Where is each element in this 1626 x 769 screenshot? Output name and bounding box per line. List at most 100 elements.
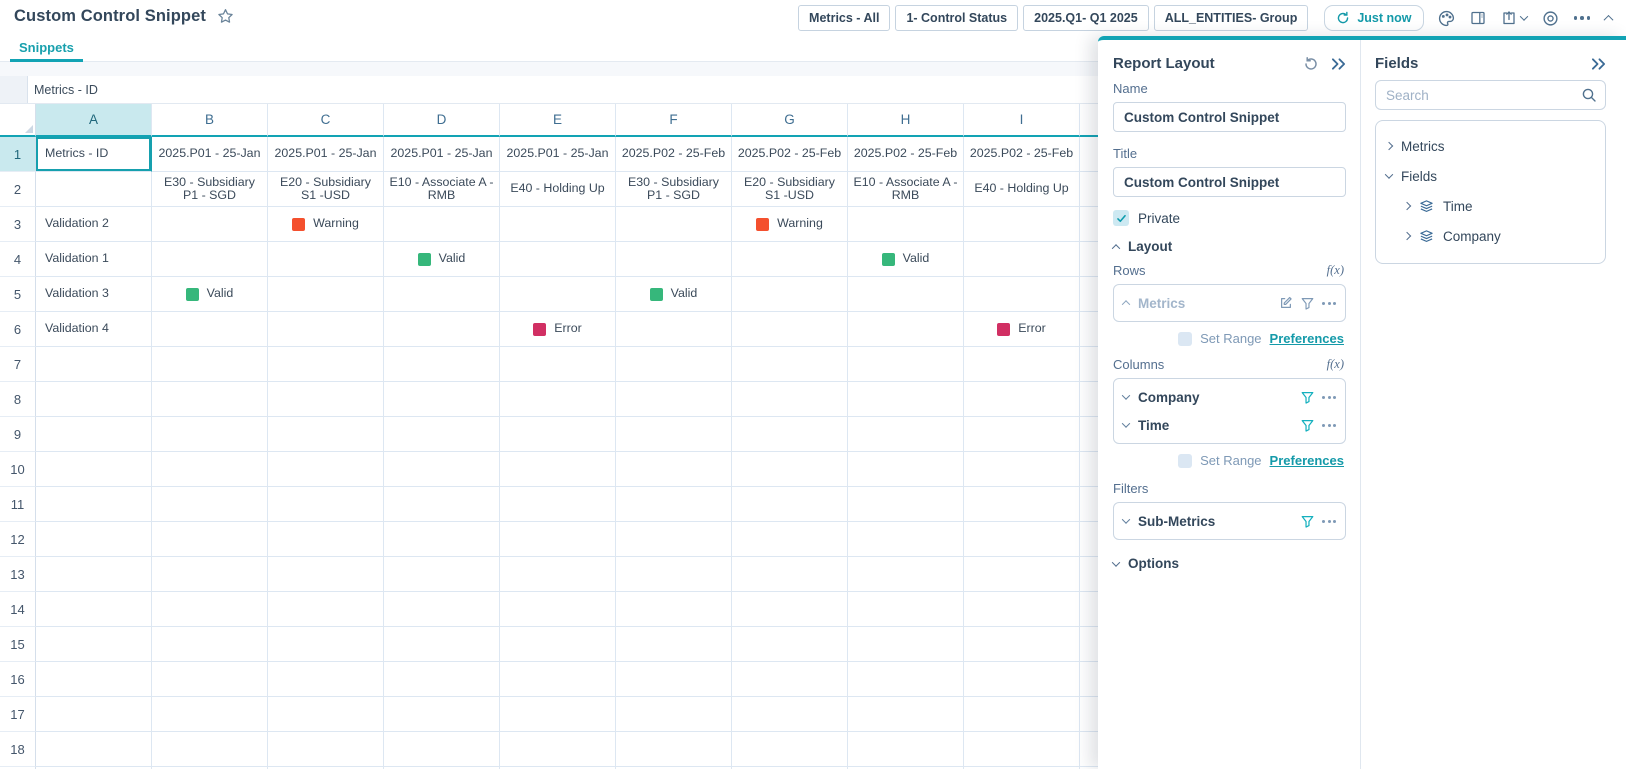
columns-set-range-checkbox[interactable] <box>1178 453 1193 468</box>
cell-E2[interactable]: E40 - Holding Up <box>500 172 616 207</box>
cell-G17[interactable] <box>732 697 848 732</box>
row-header-2[interactable]: 2 <box>0 172 36 207</box>
cell-H5[interactable] <box>848 277 964 312</box>
col-header-I[interactable]: I <box>964 104 1080 137</box>
cell-A1[interactable]: Metrics - ID <box>36 137 152 172</box>
cell-I6[interactable]: Error <box>964 312 1080 347</box>
reset-layout-icon[interactable] <box>1303 56 1319 72</box>
cell-A9[interactable] <box>36 417 152 452</box>
cell-A10[interactable] <box>36 452 152 487</box>
cell-I4[interactable] <box>964 242 1080 277</box>
cell-A14[interactable] <box>36 592 152 627</box>
cell-C4[interactable] <box>268 242 384 277</box>
more-options-icon[interactable] <box>1573 16 1590 20</box>
cell-I9[interactable] <box>964 417 1080 452</box>
cell-G18[interactable] <box>732 732 848 767</box>
cell-I15[interactable] <box>964 627 1080 662</box>
cell-I10[interactable] <box>964 452 1080 487</box>
cell-C2[interactable]: E20 - Subsidiary S1 -USD <box>268 172 384 207</box>
cell-F9[interactable] <box>616 417 732 452</box>
cell-B6[interactable] <box>152 312 268 347</box>
cell-G11[interactable] <box>732 487 848 522</box>
cell-C18[interactable] <box>268 732 384 767</box>
cell-D15[interactable] <box>384 627 500 662</box>
cell-B10[interactable] <box>152 452 268 487</box>
cell-H18[interactable] <box>848 732 964 767</box>
cell-I16[interactable] <box>964 662 1080 697</box>
tree-item-company[interactable]: Company <box>1386 221 1595 251</box>
filter-sub-metrics-icon[interactable] <box>1301 515 1314 528</box>
tree-item-metrics[interactable]: Metrics <box>1384 131 1595 161</box>
cell-I8[interactable] <box>964 382 1080 417</box>
col-header-H[interactable]: H <box>848 104 964 137</box>
cell-D12[interactable] <box>384 522 500 557</box>
cell-G5[interactable] <box>732 277 848 312</box>
collapse-report-panel-icon[interactable] <box>1331 57 1346 70</box>
cell-H3[interactable] <box>848 207 964 242</box>
cell-C5[interactable] <box>268 277 384 312</box>
cell-D3[interactable] <box>384 207 500 242</box>
cell-E14[interactable] <box>500 592 616 627</box>
collapse-fields-panel-icon[interactable] <box>1591 57 1606 70</box>
cell-B17[interactable] <box>152 697 268 732</box>
cell-F10[interactable] <box>616 452 732 487</box>
export-chevron-down-icon[interactable] <box>1519 12 1528 21</box>
report-title-input[interactable] <box>1113 167 1346 197</box>
cell-B14[interactable] <box>152 592 268 627</box>
scope-pill-control-status[interactable]: 1- Control Status <box>895 5 1019 31</box>
cell-H15[interactable] <box>848 627 964 662</box>
cell-G16[interactable] <box>732 662 848 697</box>
search-icon[interactable] <box>1581 87 1597 103</box>
cell-A15[interactable] <box>36 627 152 662</box>
col-header-A[interactable]: A <box>36 104 152 137</box>
cell-G10[interactable] <box>732 452 848 487</box>
collapse-header-chevron-icon[interactable] <box>1603 14 1614 25</box>
cell-C10[interactable] <box>268 452 384 487</box>
report-name-input[interactable] <box>1113 102 1346 132</box>
cell-H11[interactable] <box>848 487 964 522</box>
cell-D2[interactable]: E10 - Associate A - RMB <box>384 172 500 207</box>
cell-G13[interactable] <box>732 557 848 592</box>
cell-G2[interactable]: E20 - Subsidiary S1 -USD <box>732 172 848 207</box>
cell-H17[interactable] <box>848 697 964 732</box>
name-box[interactable]: Metrics - ID <box>34 82 98 97</box>
time-more-icon[interactable] <box>1322 423 1336 427</box>
cell-I13[interactable] <box>964 557 1080 592</box>
scope-pill-entities[interactable]: ALL_ENTITIES- Group <box>1153 5 1309 31</box>
cell-C19[interactable] <box>268 767 384 769</box>
rename-metrics-icon[interactable] <box>1279 296 1293 310</box>
cell-A19[interactable] <box>36 767 152 769</box>
tree-item-fields[interactable]: Fields <box>1384 161 1595 191</box>
cell-I17[interactable] <box>964 697 1080 732</box>
cell-A6[interactable]: Validation 4 <box>36 312 152 347</box>
cell-G15[interactable] <box>732 627 848 662</box>
cell-A8[interactable] <box>36 382 152 417</box>
cell-I3[interactable] <box>964 207 1080 242</box>
cell-H2[interactable]: E10 - Associate A - RMB <box>848 172 964 207</box>
row-header-19[interactable]: 19 <box>0 767 36 769</box>
cell-H6[interactable] <box>848 312 964 347</box>
cell-D8[interactable] <box>384 382 500 417</box>
cell-B16[interactable] <box>152 662 268 697</box>
cell-F8[interactable] <box>616 382 732 417</box>
cell-F3[interactable] <box>616 207 732 242</box>
cell-I7[interactable] <box>964 347 1080 382</box>
cell-D7[interactable] <box>384 347 500 382</box>
cell-H12[interactable] <box>848 522 964 557</box>
cell-D5[interactable] <box>384 277 500 312</box>
theme-palette-icon[interactable] <box>1438 10 1455 27</box>
cell-C16[interactable] <box>268 662 384 697</box>
company-expand-chevron-icon[interactable] <box>1121 391 1131 400</box>
cell-I5[interactable] <box>964 277 1080 312</box>
cell-I1[interactable]: 2025.P02 - 25-Feb <box>964 137 1080 172</box>
cell-E17[interactable] <box>500 697 616 732</box>
columns-formula-icon[interactable]: f(x) <box>1326 357 1344 371</box>
tree-item-time[interactable]: Time <box>1386 191 1595 221</box>
row-header-12[interactable]: 12 <box>0 522 36 557</box>
cell-F11[interactable] <box>616 487 732 522</box>
cell-B13[interactable] <box>152 557 268 592</box>
col-header-E[interactable]: E <box>500 104 616 137</box>
cell-G6[interactable] <box>732 312 848 347</box>
row-header-6[interactable]: 6 <box>0 312 36 347</box>
cell-A12[interactable] <box>36 522 152 557</box>
